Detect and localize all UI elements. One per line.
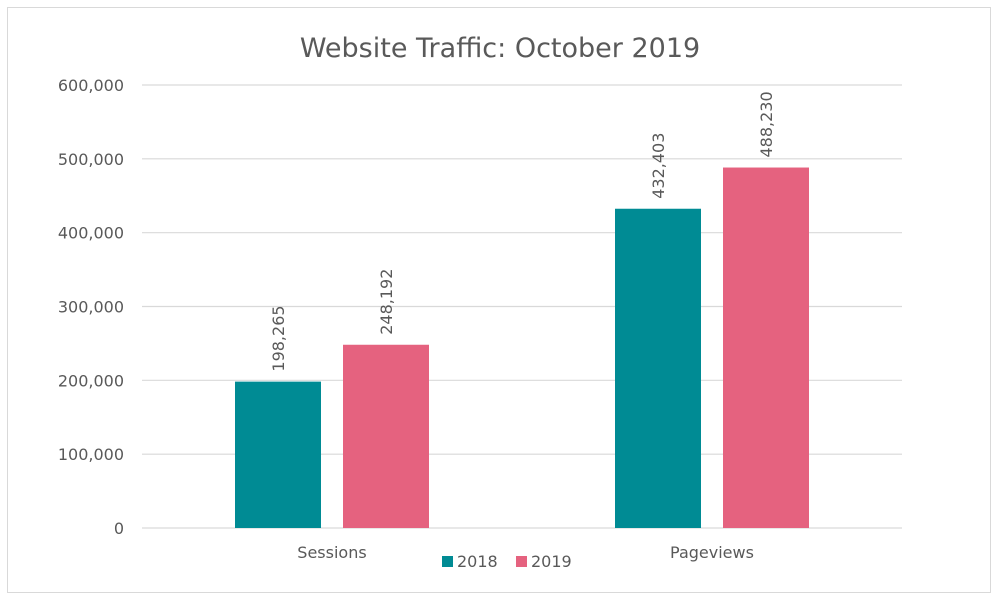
chart-frame [7, 7, 991, 593]
data-label: 248,192 [377, 269, 396, 335]
y-tick-label: 0 [114, 519, 124, 538]
y-tick-label: 200,000 [58, 371, 124, 390]
x-tick-label: Pageviews [670, 543, 754, 562]
y-tick-label: 400,000 [58, 224, 124, 243]
data-label: 198,265 [269, 305, 288, 371]
y-tick-label: 500,000 [58, 150, 124, 169]
x-axis: Sessions Pageviews [297, 543, 754, 562]
data-label: 488,230 [757, 91, 776, 157]
legend: 2018 2019 [442, 552, 572, 571]
legend-label: 2018 [457, 552, 498, 571]
y-tick-label: 100,000 [58, 445, 124, 464]
bar-2019-pageviews [723, 167, 809, 529]
legend-swatch-2019 [516, 556, 527, 567]
chart-title: Website Traffic: October 2019 [300, 33, 700, 64]
x-tick-label: Sessions [297, 543, 366, 562]
bars [235, 167, 809, 529]
bar-2018-pageviews [615, 208, 701, 529]
legend-label: 2019 [531, 552, 572, 571]
bar-2019-sessions [343, 344, 429, 528]
data-labels: 198,265 248,192 432,403 488,230 [269, 91, 776, 371]
data-label: 432,403 [649, 133, 668, 199]
y-tick-label: 300,000 [58, 298, 124, 317]
y-tick-label: 600,000 [58, 76, 124, 95]
y-axis: 0 100,000 200,000 300,000 400,000 500,000 600,… [58, 76, 124, 538]
legend-swatch-2018 [442, 556, 453, 567]
bar-2018-sessions [235, 381, 321, 528]
